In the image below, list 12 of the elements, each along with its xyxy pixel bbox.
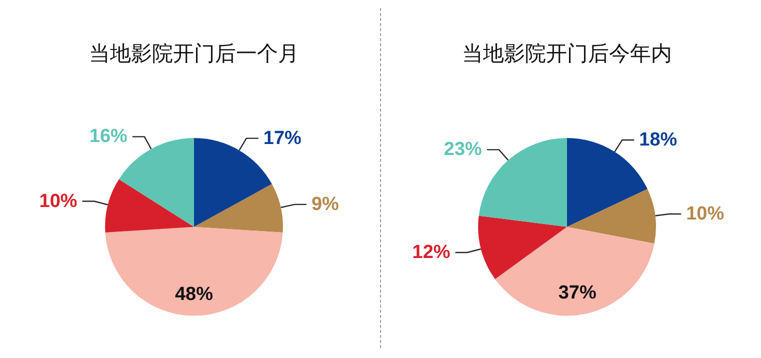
data-label: 23% xyxy=(444,139,482,160)
data-label: 12% xyxy=(412,242,450,263)
data-label: 18% xyxy=(639,129,678,150)
data-label: 16% xyxy=(89,126,128,148)
chart-title: 当地影院开门后一个月 xyxy=(89,42,299,66)
data-label: 48% xyxy=(174,284,214,305)
data-label: 37% xyxy=(558,282,596,304)
data-label: 17% xyxy=(263,128,302,149)
data-label: 10% xyxy=(39,190,78,212)
chart-title: 当地影院开门后今年内 xyxy=(462,42,672,66)
data-label: 9% xyxy=(311,194,340,215)
data-label: 10% xyxy=(686,203,724,224)
